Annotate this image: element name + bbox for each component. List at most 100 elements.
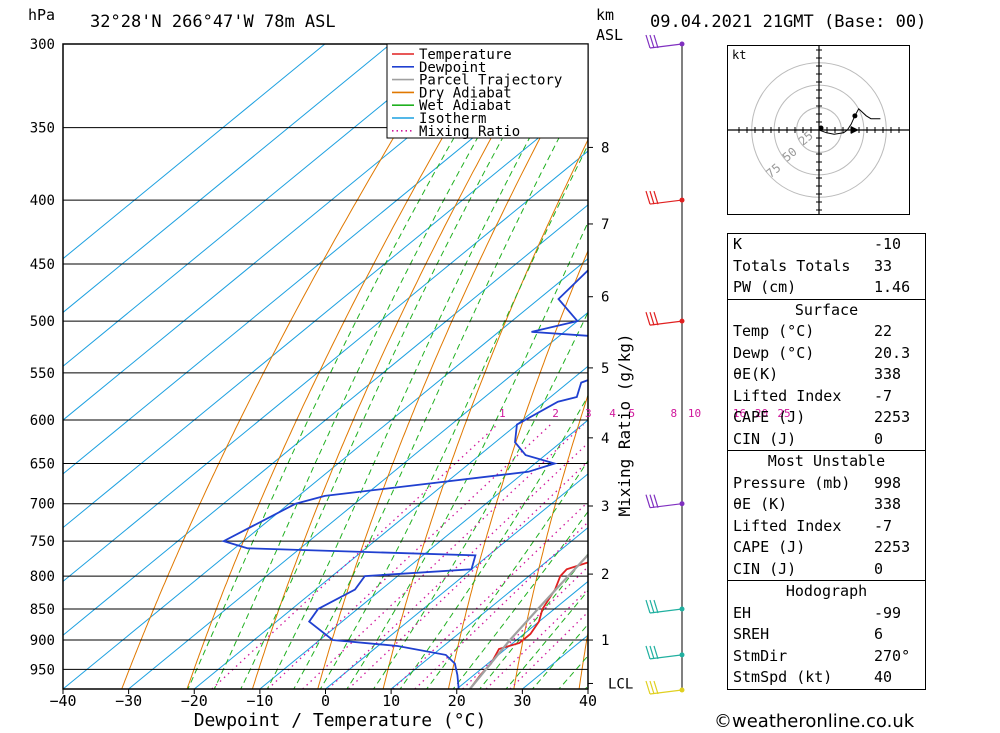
temperature-tick-label: −40: [49, 692, 76, 710]
surface-value: 0: [874, 429, 884, 448]
hodo-key: StmDir: [733, 646, 788, 665]
legend-entry: Temperature: [419, 47, 512, 63]
mixing-ratio-label: 3: [585, 407, 592, 420]
wind-barbs: [645, 34, 685, 695]
hodo-value: 270°: [874, 646, 911, 665]
dewpoint-profile: [221, 269, 588, 689]
mu-row: θE (K) 338: [728, 494, 925, 516]
mixing-ratio-label: 5: [628, 407, 635, 420]
lcl-label: LCL: [608, 676, 633, 692]
pressure-tick-label: 400: [30, 193, 55, 209]
surface-value: -7: [874, 386, 893, 405]
height-tick-label: 1: [601, 633, 609, 649]
mixing-ratio-label: 16: [733, 407, 746, 420]
mu-key: CAPE (J): [733, 538, 806, 556]
mu-row: CIN (J) 0: [728, 559, 925, 581]
isotherm-line: [63, 44, 326, 260]
height-tick-label: 7: [601, 217, 609, 233]
legend-entry: Dry Adiabat: [419, 85, 512, 101]
surface-value: 22: [874, 322, 893, 340]
legend-entry: Wet Adiabat: [419, 98, 512, 114]
surface-key: Dewp (°C): [733, 343, 815, 362]
surface-key: Lifted Index: [733, 386, 842, 405]
mu-key: CIN (J): [733, 559, 797, 578]
mu-key: Lifted Index: [733, 516, 842, 535]
hodo-row: SREH 6: [728, 624, 925, 646]
dry-adiabat-line: [121, 44, 452, 689]
surface-row: CAPE (J) 2253: [728, 407, 925, 429]
mixing-ratio-label: 10: [688, 407, 701, 420]
isotherm-line: [63, 258, 588, 689]
surface-value: 2253: [874, 408, 911, 426]
dry-adiabat-line: [448, 249, 588, 689]
pressure-tick-label: 850: [30, 602, 55, 618]
datetime-title: 09.04.2021 21GMT (Base: 00): [650, 12, 927, 32]
most-unstable-table: Most Unstable Pressure (mb) 998 θE (K) 338…: [727, 450, 926, 580]
hodo-value: 40: [874, 668, 893, 686]
pressure-tick-label: 800: [30, 569, 55, 585]
dry-adiabat-line: [317, 46, 588, 689]
dry-adiabat-line: [968, 44, 1000, 689]
mu-value: 338: [874, 495, 902, 513]
pressure-tick-label: 750: [30, 534, 55, 550]
pressure-tick-label: 500: [30, 314, 55, 330]
wet-adiabat-line: [266, 44, 582, 689]
hodo-value: -99: [874, 603, 902, 622]
indices-panel: K -10 Totals Totals 33 PW (cm) 1.46 Surface…: [727, 233, 926, 690]
mu-row: CAPE (J) 2253: [728, 537, 925, 559]
wet-adiabat-line: [240, 44, 556, 689]
mu-row: Pressure (mb) 998: [728, 473, 925, 495]
temperature-profile: [469, 561, 588, 689]
stability-indices: K -10 Totals Totals 33 PW (cm) 1.46: [727, 233, 926, 299]
temperature-tick-label: 10: [382, 692, 400, 710]
pressure-tick-label: 950: [30, 662, 55, 678]
mixing-ratio-label: 4: [609, 407, 616, 420]
height-tick-label: 6: [601, 290, 609, 306]
surface-row: CIN (J) 0: [728, 429, 925, 451]
surface-key: CIN (J): [733, 429, 797, 448]
pressure-tick-label: 700: [30, 497, 55, 513]
mu-value: 998: [874, 473, 902, 492]
hodo-row: StmSpd (kt) 40: [728, 667, 925, 689]
pressure-tick-label: 900: [30, 633, 55, 649]
index-value: 33: [874, 256, 893, 275]
pressure-tick-label: 550: [30, 366, 55, 382]
mu-key: Pressure (mb): [733, 473, 851, 492]
height-unit-km: km: [596, 6, 615, 24]
mixing-ratio-axis-label: Mixing Ratio (g/kg): [615, 333, 634, 516]
index-row: Totals Totals 33: [728, 256, 925, 278]
mixing-ratio-label: 25: [777, 407, 790, 420]
wind-barb: [645, 190, 685, 205]
surface-key: CAPE (J): [733, 408, 806, 426]
mu-row: Lifted Index -7: [728, 516, 925, 538]
hodograph-start-dot: [818, 125, 824, 131]
isotherm-line: [63, 204, 588, 636]
hodograph-trace: [818, 107, 881, 135]
wind-barb: [645, 311, 685, 326]
wind-barb: [645, 599, 685, 614]
surface-row: Temp (°C) 22: [728, 321, 925, 343]
hodo-key: SREH: [733, 625, 770, 643]
wet-adiabat-line: [399, 394, 588, 689]
mu-key: θE (K): [733, 495, 788, 513]
wind-barb: [645, 645, 685, 660]
hodograph-table: Hodograph EH -99 SREH 6 StmDir 270° StmSpd …: [727, 580, 926, 690]
x-axis-label: Dewpoint / Temperature (°C): [194, 710, 487, 731]
mixing-ratio-label: 20: [755, 407, 768, 420]
wet-adiabat-line: [372, 311, 588, 689]
surface-value: 338: [874, 365, 902, 383]
mixing-ratio-label: 1: [499, 407, 506, 420]
wind-barb: [645, 494, 685, 509]
isotherm-line: [63, 44, 457, 367]
height-tick-label: 4: [601, 431, 609, 447]
pressure-unit: hPa: [28, 6, 56, 24]
storm-motion-arrow: [850, 126, 859, 134]
wet-adiabat-line: [293, 81, 588, 689]
wet-adiabat-line: [213, 44, 532, 689]
isotherm-line: [63, 44, 523, 421]
isotherm-line: [63, 44, 391, 314]
height-tick-label: 5: [601, 361, 609, 377]
surface-row: θE(K) 338: [728, 364, 925, 386]
height-tick-label: 3: [601, 499, 609, 515]
